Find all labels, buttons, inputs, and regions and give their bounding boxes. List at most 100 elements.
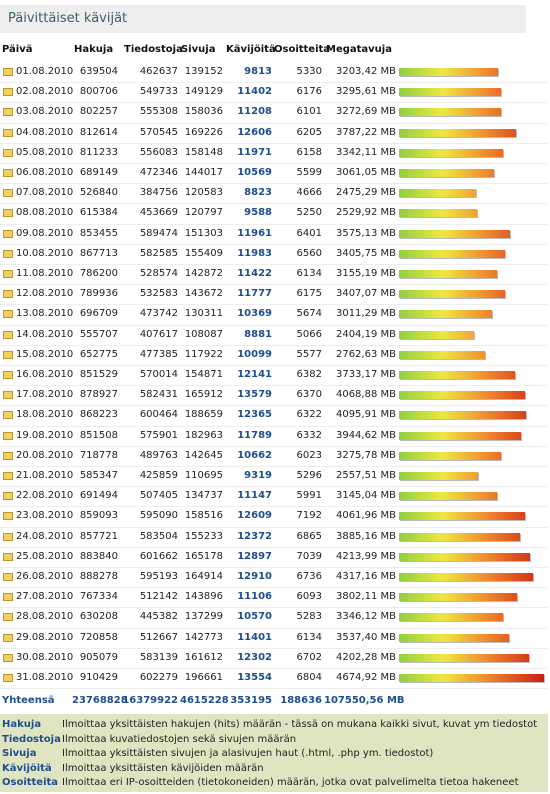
number-cell: 11106 [237, 591, 272, 603]
number-cell: 188659 [184, 409, 223, 421]
number-cell: 652775 [79, 348, 118, 360]
number-cell: 11147 [237, 490, 272, 502]
number-cell: 134737 [184, 490, 223, 502]
number-cell: 5674 [296, 308, 322, 320]
legend-box: Hakuja Ilmoittaa yksittäisten hakujen (hi… [0, 714, 548, 792]
number-cell: 11971 [237, 146, 272, 158]
number-cell: 6332 [296, 429, 322, 441]
number-cell: 169226 [184, 126, 223, 138]
number-cell: 143672 [184, 288, 223, 300]
number-cell: 11961 [237, 227, 272, 239]
number-cell: 555707 [79, 328, 118, 340]
table-row: 28.08.2010 630208 445382 137299 10570 5283 334… [0, 607, 548, 629]
total-label: Yhteensä [2, 695, 55, 707]
bar [399, 633, 509, 642]
number-cell: 384756 [139, 187, 178, 199]
bar [399, 653, 530, 662]
row-icon [3, 371, 13, 379]
bar [399, 431, 522, 440]
bar [399, 169, 494, 177]
bar [399, 189, 476, 198]
table-row: 22.08.2010 691494 507405 134737 11147 5991 314… [0, 486, 548, 508]
row-icon [3, 674, 13, 682]
megabytes-cell: 2529,92 MB [335, 207, 396, 219]
date-cell: 29.08.2010 [16, 631, 74, 643]
bar [399, 411, 527, 420]
table-row: 12.08.2010 789936 532583 143672 11777 6175 340… [0, 284, 548, 306]
table-row: 18.08.2010 868223 600464 188659 12365 6322 409… [0, 405, 548, 427]
number-cell: 582585 [139, 247, 178, 259]
megabytes-cell: 3537,40 MB [335, 631, 396, 643]
table-row: 30.08.2010 905079 583139 161612 12302 6702 420… [0, 648, 548, 669]
row-icon [3, 270, 13, 278]
number-cell: 11401 [237, 631, 272, 643]
number-cell: 11422 [237, 268, 272, 279]
row-icon [3, 148, 13, 157]
number-cell: 512142 [139, 591, 178, 603]
number-cell: 110695 [184, 470, 223, 481]
table-row: 14.08.2010 555707 407617 108087 8881 5066 2404… [0, 325, 548, 346]
number-cell: 472346 [139, 167, 178, 178]
bar [399, 148, 503, 157]
bar [399, 290, 505, 299]
number-cell: 137299 [184, 611, 223, 623]
number-cell: 6023 [296, 449, 322, 461]
table-row: 08.08.2010 615384 453669 120797 9588 5250 2529… [0, 203, 548, 225]
number-cell: 407617 [139, 328, 178, 340]
legend-term: Hakuja [2, 719, 42, 730]
megabytes-cell: 2404,19 MB [335, 328, 396, 340]
number-cell: 905079 [79, 651, 118, 663]
number-cell: 883840 [79, 550, 118, 562]
number-cell: 601662 [139, 550, 178, 562]
date-cell: 30.08.2010 [16, 651, 74, 663]
total-cell: 4615228 [180, 695, 229, 707]
megabytes-cell: 3061,05 MB [335, 167, 396, 178]
table-row: 31.08.2010 910429 602279 196661 13554 6804 467… [0, 668, 548, 690]
megabytes-cell: 3944,62 MB [335, 429, 396, 441]
number-cell: 120797 [184, 207, 223, 219]
row-icon [3, 451, 13, 460]
number-cell: 528574 [139, 268, 178, 279]
number-cell: 144017 [184, 167, 223, 178]
megabytes-cell: 4674,92 MB [335, 672, 396, 683]
number-cell: 6370 [296, 389, 322, 401]
megabytes-cell: 3787,22 MB [335, 126, 396, 138]
number-cell: 6176 [296, 86, 322, 98]
number-cell: 12910 [237, 571, 272, 582]
number-cell: 154871 [184, 369, 223, 380]
number-cell: 10570 [237, 611, 272, 623]
table-row: 20.08.2010 718778 489763 142645 10662 6023 327… [0, 446, 548, 467]
legend-term: Osoitteita [2, 777, 59, 788]
bar [399, 532, 520, 541]
table-row: 03.08.2010 802257 555308 158036 11208 6101 327… [0, 102, 548, 124]
date-cell: 03.08.2010 [16, 106, 74, 118]
row-icon [3, 593, 13, 602]
row-icon [3, 108, 13, 117]
row-icon [3, 472, 13, 480]
row-icon [3, 573, 13, 581]
number-cell: 5599 [296, 167, 322, 178]
bar [399, 613, 503, 622]
number-cell: 6134 [296, 268, 322, 279]
megabytes-cell: 3155,19 MB [335, 268, 396, 279]
megabytes-cell: 4213,99 MB [335, 550, 396, 562]
table-row: 21.08.2010 585347 425859 110695 9319 5296 2557… [0, 466, 548, 488]
number-cell: 556083 [139, 146, 178, 158]
megabytes-cell: 4202,28 MB [335, 651, 396, 663]
number-cell: 6804 [296, 672, 322, 683]
table-row: 29.08.2010 720858 512667 142773 11401 6134 353… [0, 628, 548, 649]
number-cell: 6093 [296, 591, 322, 603]
number-cell: 507405 [139, 490, 178, 502]
date-cell: 07.08.2010 [16, 187, 74, 199]
row-icon [3, 88, 13, 97]
row-icon [3, 552, 13, 561]
table-row: 01.08.2010 639504 462637 139152 9813 5330 3203… [0, 62, 548, 84]
legend-description: Ilmoittaa eri IP-osoitteiden (tietokonei… [62, 777, 519, 788]
number-cell: 615384 [79, 207, 118, 219]
bar [399, 552, 530, 561]
bar [399, 128, 517, 137]
number-cell: 811233 [79, 146, 118, 158]
bar [399, 472, 479, 480]
number-cell: 859093 [79, 510, 118, 522]
